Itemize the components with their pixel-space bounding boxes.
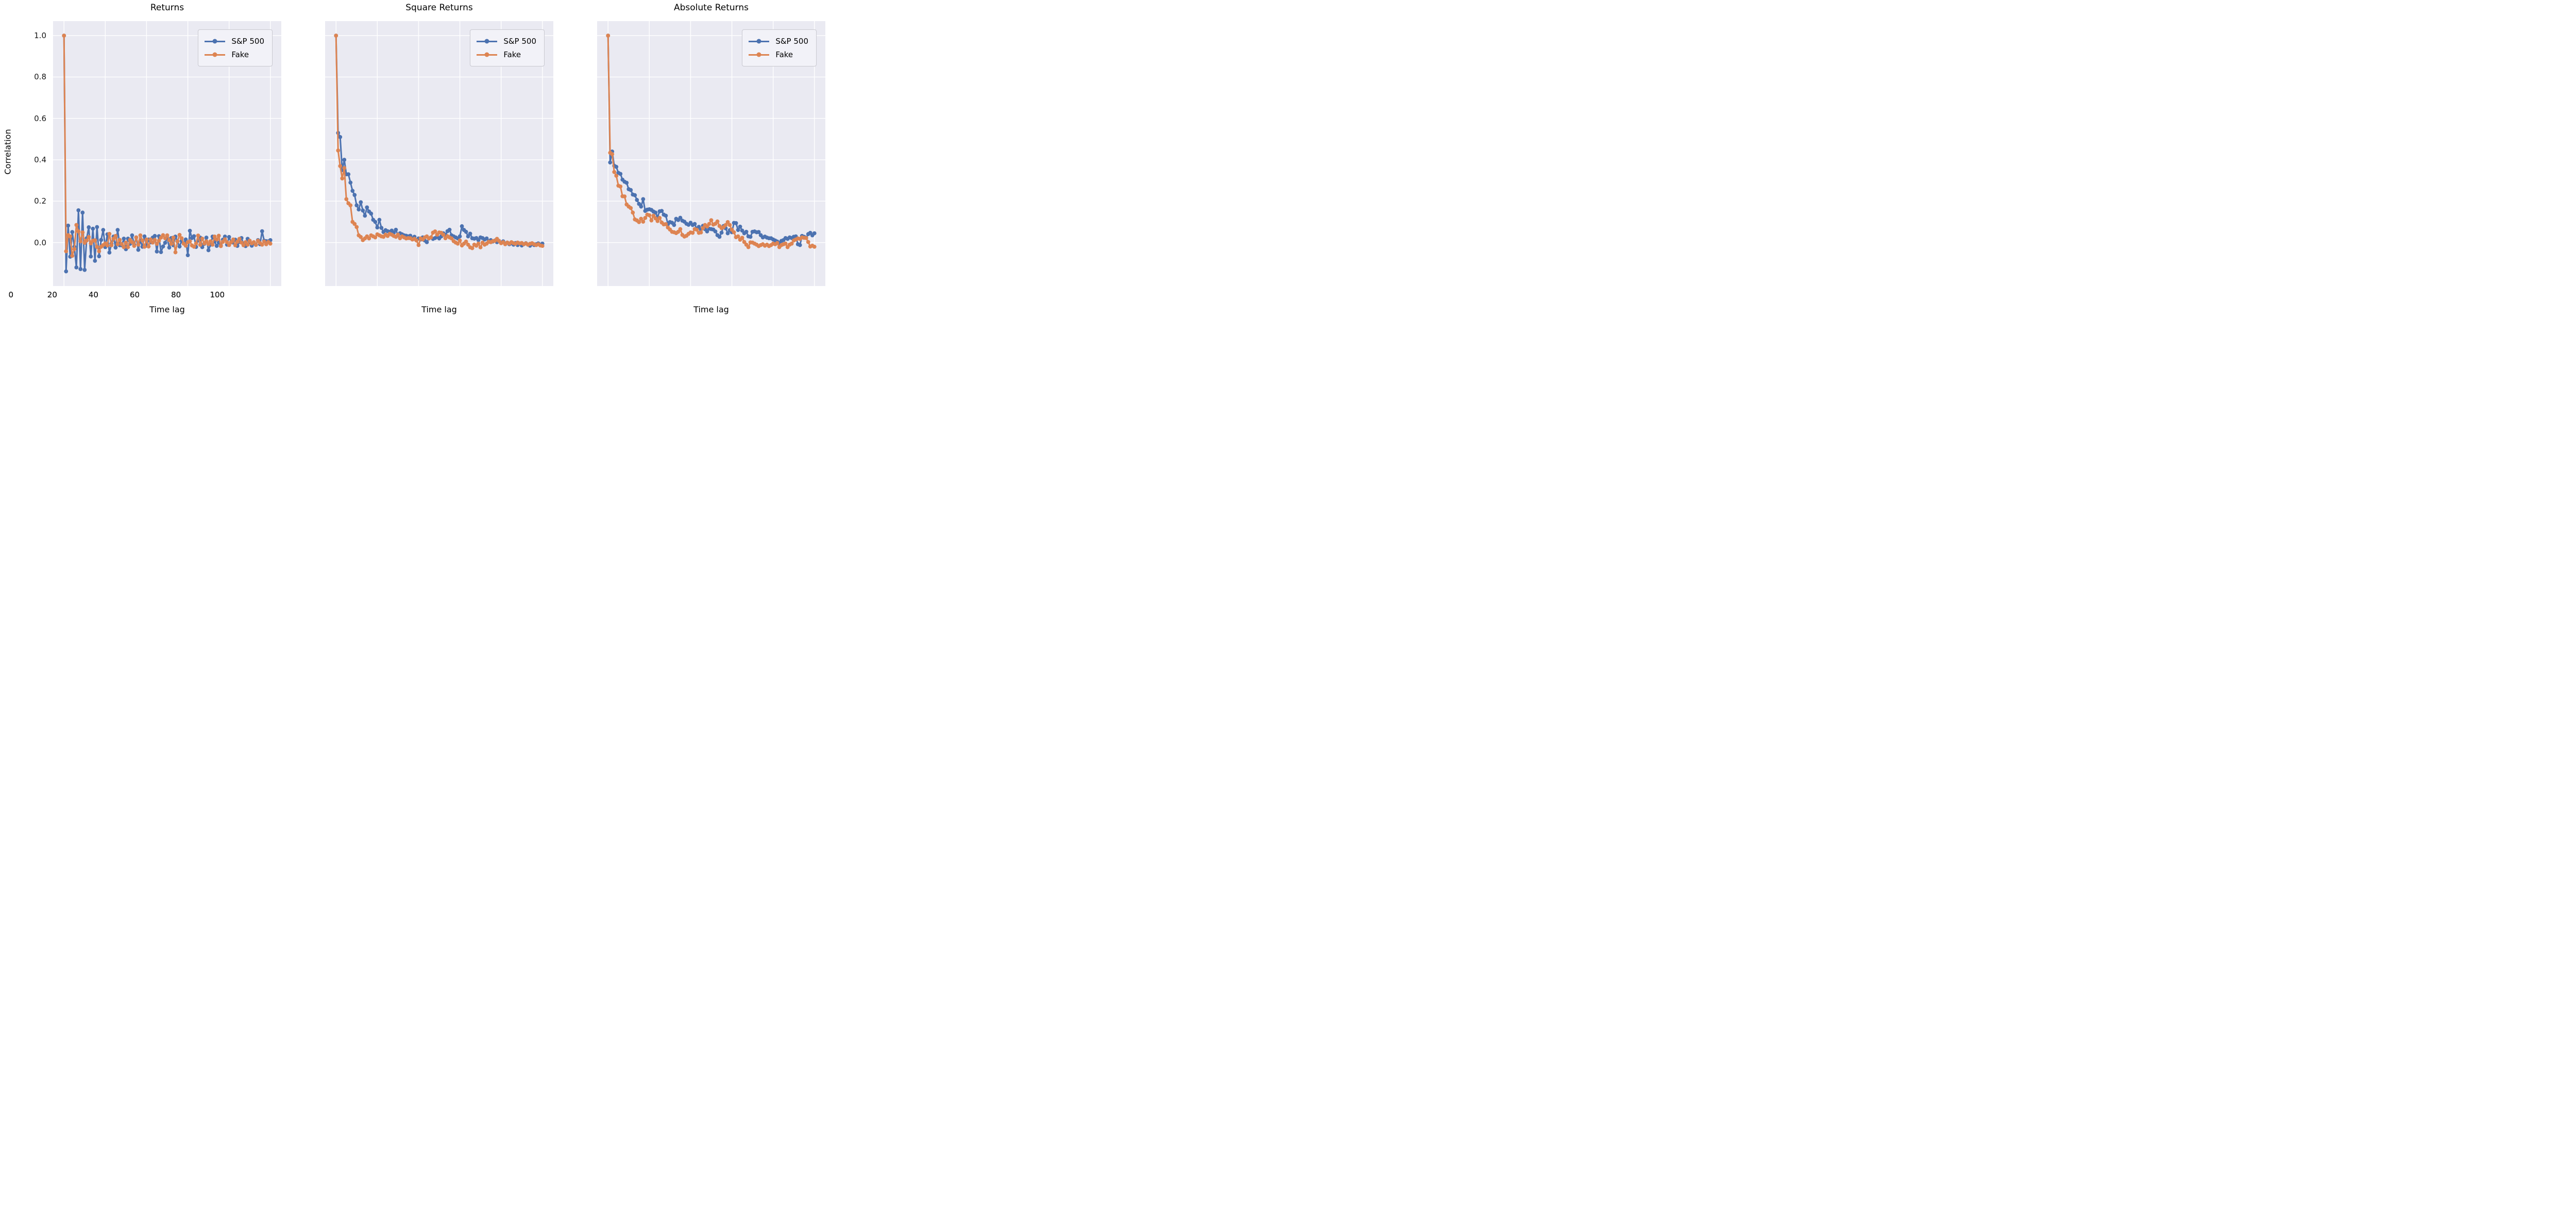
y-tick-label: 0.8 [34,72,46,82]
gridlines [597,21,825,286]
series-s-p-500 [606,34,817,247]
plot-area-square-returns: S&P 500 Fake [325,21,553,286]
x-tick-label: 0 [8,290,13,299]
y-tick-label: 0.6 [34,113,46,123]
series-fake [334,34,545,250]
legend-entry: S&P 500 [477,35,536,48]
x-tick-label: 20 [47,290,57,299]
legend-label: Fake [231,50,249,59]
y-axis-label: Correlation [3,129,13,175]
y-tick-label: 0.2 [34,196,46,206]
y-tick-label: 1.0 [34,31,46,41]
series-s-p-500 [62,34,273,274]
legend-returns: S&P 500 Fake [198,29,273,66]
series-fake [62,34,273,258]
x-tick-label: 100 [210,290,225,299]
x-tick-label: 60 [130,290,140,299]
legend-line-marker-icon [749,39,770,44]
legend-entry: Fake [749,48,808,61]
legend-entry: Fake [205,48,264,61]
plot-area-absolute-returns: S&P 500 Fake [597,21,825,286]
x-tick-label: 100 [210,290,225,299]
legend-line-marker-icon [205,52,226,57]
x-tick-label: 80 [171,290,181,299]
panel-title-returns: Returns [150,3,184,13]
legend-line-marker-icon [477,39,498,44]
legend-square-returns: S&P 500 Fake [470,29,545,66]
x-tick-label: 40 [88,290,98,299]
x-tick-label: 80 [171,290,181,299]
acf-figure: Correlation 0.0 0.2 0.4 0.6 0.8 1.0 Returns S… [0,0,828,326]
legend-entry: S&P 500 [749,35,808,48]
x-tick-label: 20 [47,290,57,299]
legend-label: S&P 500 [775,37,808,46]
x-tick-label: 0 [8,290,13,299]
legend-entry: S&P 500 [205,35,264,48]
legend-dot-icon [756,52,761,57]
legend-dot-icon [756,39,761,44]
acf-chart-returns [53,21,281,286]
legend-dot-icon [484,39,489,44]
series-fake [606,34,817,249]
legend-label: Fake [503,50,521,59]
legend-absolute-returns: S&P 500 Fake [742,29,817,66]
x-axis-label-absolute-returns: Time lag [693,305,729,314]
legend-label: S&P 500 [503,37,536,46]
x-axis-label-returns: Time lag [149,305,185,314]
x-tick-label: 100 [210,290,225,299]
y-tick-label: 0.0 [34,238,46,247]
legend-label: S&P 500 [231,37,264,46]
x-tick-label: 0 [8,290,13,299]
legend-dot-icon [212,52,217,57]
x-tick-label: 60 [130,290,140,299]
legend-line-marker-icon [205,39,226,44]
acf-chart-absolute-returns [597,21,825,286]
legend-label: Fake [775,50,793,59]
legend-entry: Fake [477,48,536,61]
x-tick-label: 60 [130,290,140,299]
x-axis-label-square-returns: Time lag [421,305,457,314]
x-tick-label: 40 [88,290,98,299]
legend-dot-icon [484,52,489,57]
x-tick-label: 40 [88,290,98,299]
legend-line-marker-icon [477,52,498,57]
panel-title-square-returns: Square Returns [405,3,473,13]
plot-area-returns: S&P 500 Fake [53,21,281,286]
x-tick-label: 20 [47,290,57,299]
x-tick-label: 80 [171,290,181,299]
y-tick-label: 0.4 [34,155,46,165]
legend-dot-icon [212,39,217,44]
legend-line-marker-icon [749,52,770,57]
panel-title-absolute-returns: Absolute Returns [674,3,749,13]
